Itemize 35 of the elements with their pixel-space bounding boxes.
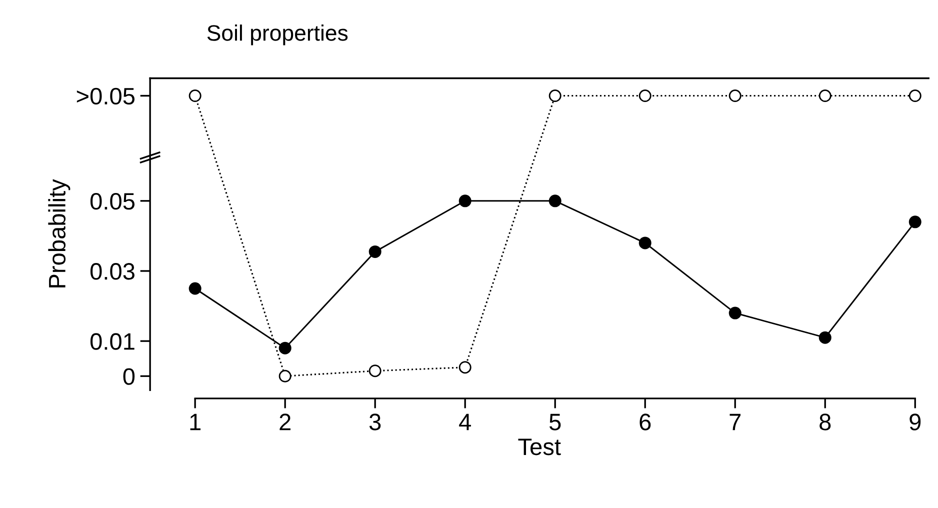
point — [278, 342, 292, 354]
x-tick-label: 7 — [730, 414, 740, 430]
point — [458, 194, 472, 208]
point — [728, 306, 742, 320]
y-tick-label: 0 — [123, 368, 135, 385]
point — [548, 194, 562, 208]
y-axis-title: Probability — [48, 179, 70, 288]
point — [638, 90, 652, 102]
x-tick-label: 2 — [280, 414, 290, 430]
y-tick-label: 0.03 — [90, 263, 134, 280]
x-tick-label: 1 — [190, 414, 200, 430]
point — [368, 245, 382, 258]
point — [368, 364, 382, 378]
point — [188, 90, 202, 102]
point — [548, 90, 562, 102]
point — [278, 370, 292, 382]
x-tick-label: 3 — [369, 414, 381, 430]
point — [638, 236, 652, 250]
chart-title: Soil properties — [207, 24, 348, 46]
point — [728, 90, 742, 102]
x-axis-title: Test — [518, 438, 561, 456]
point — [188, 282, 202, 295]
x-tick-label: 4 — [459, 414, 471, 430]
x-tick-label: 9 — [910, 414, 921, 430]
x-tick-label: 6 — [640, 414, 651, 430]
y-tick-label: 0.05 — [90, 192, 135, 210]
x-tick-label: 5 — [549, 414, 561, 430]
y-tick-label: >0.05 — [76, 88, 135, 105]
point — [818, 331, 832, 344]
point — [818, 90, 832, 102]
x-tick-label: 8 — [820, 414, 831, 430]
point — [908, 216, 922, 228]
point — [908, 90, 922, 102]
point — [458, 361, 472, 374]
y-tick-label: 0.01 — [90, 333, 134, 350]
